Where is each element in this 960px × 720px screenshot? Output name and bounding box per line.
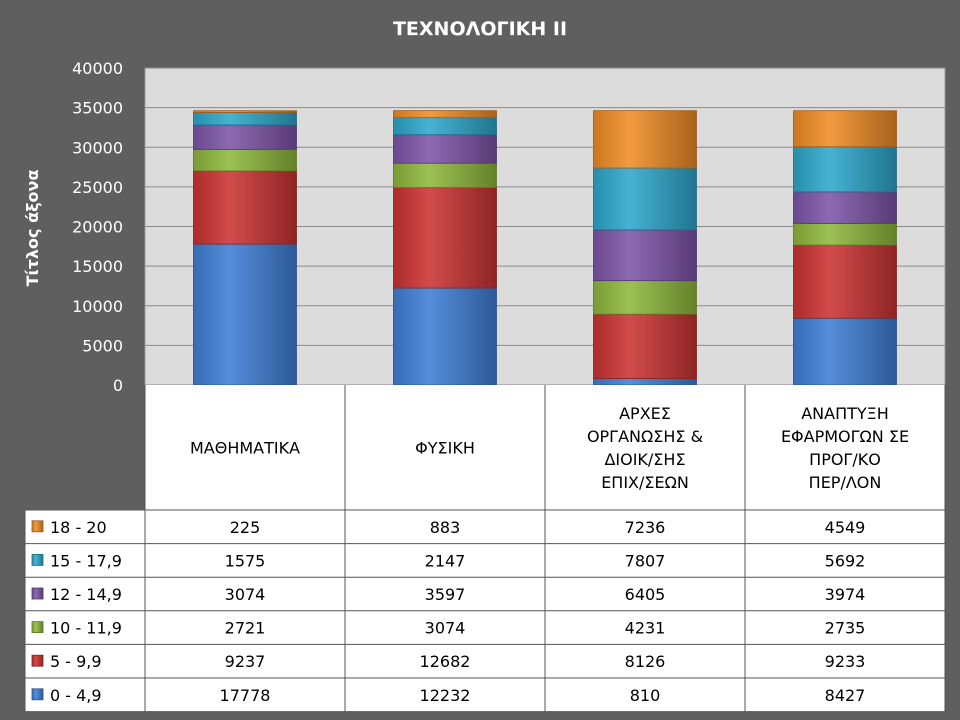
- bar-segment: [193, 124, 297, 150]
- bar-segment: [593, 229, 697, 282]
- category-label: ΠΕΡ/ΛΟΝ: [809, 473, 882, 492]
- data-table-cell: 3074: [425, 619, 466, 638]
- category-label: ΑΝΑΠΤΥΞΗ: [801, 404, 889, 423]
- bar-segment: [593, 167, 697, 231]
- data-table-cell: 8126: [625, 652, 666, 671]
- data-table-cell: 4231: [625, 619, 666, 638]
- bar-segment: [393, 117, 497, 136]
- category-label: ΔΙΟΙΚ/ΣΗΣ: [604, 450, 685, 469]
- legend-label: 15 - 17,9: [50, 551, 122, 570]
- data-table-cell: 17778: [220, 686, 271, 705]
- bar-segment: [193, 170, 297, 245]
- y-tick-label: 35000: [72, 99, 123, 118]
- bar-segment: [793, 222, 897, 246]
- data-table-cell: 9233: [825, 652, 866, 671]
- bar-segment: [593, 280, 697, 315]
- bar-segment: [593, 313, 697, 379]
- y-tick-label: 25000: [72, 178, 123, 197]
- data-table-cell: 225: [230, 518, 261, 537]
- bar-segment: [793, 244, 897, 319]
- data-table-cell: 1575: [225, 551, 266, 570]
- bar-segment: [193, 110, 297, 113]
- legend-label: 0 - 4,9: [50, 686, 102, 705]
- bars: [193, 110, 897, 386]
- bar-segment: [593, 110, 697, 169]
- data-table-cell: 9237: [225, 652, 266, 671]
- y-tick-label: 5000: [82, 336, 123, 355]
- data-table-cell: 3974: [825, 585, 866, 604]
- category-label: ΕΦΑΡΜΟΓΩΝ ΣΕ: [781, 427, 909, 446]
- data-table-cell: 2147: [425, 551, 466, 570]
- bar-segment: [393, 110, 497, 119]
- bar-segment: [593, 378, 697, 386]
- data-table-cell: 5692: [825, 551, 866, 570]
- category-label: ΜΑΘΗΜΑΤΙΚΑ: [190, 439, 300, 458]
- data-table-cell: 2735: [825, 619, 866, 638]
- legend-swatch: [31, 621, 44, 633]
- y-tick-label: 30000: [72, 138, 123, 157]
- y-tick-label: 20000: [72, 218, 123, 237]
- data-table-cell: 8427: [825, 686, 866, 705]
- bar-segment: [793, 146, 897, 193]
- bar-segment: [393, 134, 497, 164]
- y-tick-label: 0: [113, 376, 123, 395]
- legend-swatch: [31, 654, 44, 667]
- legend-label: 18 - 20: [50, 518, 107, 537]
- bar-segment: [393, 287, 497, 386]
- legend-swatch: [31, 587, 44, 600]
- category-label: ΕΠΙΧ/ΣΕΩΝ: [601, 473, 689, 492]
- data-table-cell: 7236: [625, 518, 666, 537]
- y-tick-label: 10000: [72, 297, 123, 316]
- data-table-cell: 3074: [225, 585, 266, 604]
- data-table: ΜΑΘΗΜΑΤΙΚΑ ΦΥΣΙΚΗ ΑΡΧΕΣ ΟΡΓΑΝΩΣΗΣ & ΔΙΟΙΚ/ΣΗ…: [24, 385, 946, 713]
- category-label: ΟΡΓΑΝΩΣΗΣ &: [587, 427, 703, 446]
- legend-swatch: [31, 688, 44, 701]
- bar-segment: [393, 187, 497, 289]
- data-table-cell: 883: [430, 518, 461, 537]
- y-tick-label: 15000: [72, 257, 123, 276]
- bar-segment: [793, 317, 897, 386]
- bar-segment: [193, 112, 297, 126]
- bar-segment: [793, 110, 897, 148]
- legend-label: 12 - 14,9: [50, 585, 122, 604]
- category-label: ΦΥΣΙΚΗ: [415, 439, 475, 458]
- y-axis-ticks: 0 5000 10000 15000 20000 25000 30000 35000 40000: [72, 59, 123, 395]
- data-table-cell: 4549: [825, 518, 866, 537]
- chart-title: ΤΕΧΝΟΛΟΓΙΚΗ ΙΙ: [393, 18, 567, 40]
- bar-segment: [793, 191, 897, 224]
- legend-swatch: [31, 554, 44, 566]
- data-table-cell: 7807: [625, 551, 666, 570]
- legend-swatch: [31, 520, 44, 533]
- bar-segment: [393, 162, 497, 188]
- category-label: ΠΡΟΓ/ΚΟ: [809, 450, 881, 469]
- legend-label: 10 - 11,9: [50, 619, 122, 638]
- y-axis-label: Τίτλος άξονα: [23, 170, 42, 287]
- bar-segment: [193, 148, 297, 172]
- data-table-cell: 3597: [425, 585, 466, 604]
- data-table-cell: 2721: [225, 619, 266, 638]
- data-table-cell: 12232: [420, 686, 471, 705]
- data-table-cell: 6405: [625, 585, 666, 604]
- data-table-cell: 810: [630, 686, 661, 705]
- legend-label: 5 - 9,9: [50, 652, 102, 671]
- bar-segment: [193, 243, 297, 386]
- category-label: ΑΡΧΕΣ: [619, 404, 671, 423]
- data-table-cell: 12682: [420, 652, 471, 671]
- y-tick-label: 40000: [72, 59, 123, 78]
